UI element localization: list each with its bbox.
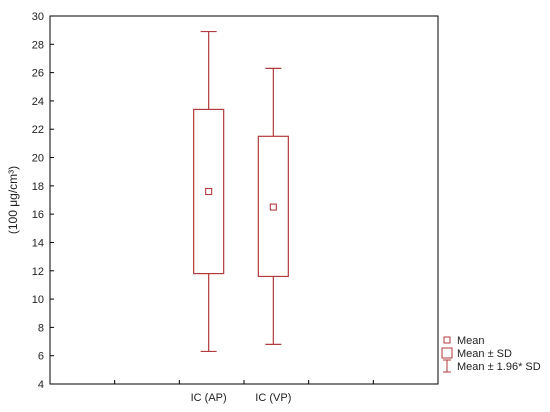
- mean-marker: [269, 203, 277, 211]
- y-tick-label: 6: [38, 351, 44, 363]
- x-tick-label: IC (VP): [255, 392, 291, 404]
- y-tick-label: 8: [38, 322, 44, 334]
- sd-box: [193, 108, 225, 275]
- y-tick-label: 18: [32, 181, 44, 193]
- y-tick-label: 4: [38, 379, 44, 391]
- legend-label: Mean ± 1.96* SD: [457, 361, 541, 373]
- y-axis: 4 6 8 10 12 14 16 18 20 22 24 26 28 30: [32, 11, 54, 391]
- legend-label: Mean: [457, 335, 485, 347]
- y-tick-label: 30: [32, 11, 44, 23]
- legend-box-icon: [441, 347, 453, 359]
- legend-item: Mean ± 1.96* SD: [443, 359, 541, 373]
- x-tick-label: IC (AP): [191, 392, 227, 404]
- legend-label: Mean ± SD: [457, 348, 512, 360]
- y-tick-label: 20: [32, 153, 44, 165]
- x-axis: IC (AP) IC (VP): [114, 380, 374, 404]
- y-tick-label: 24: [32, 96, 44, 108]
- legend-item: Mean ± SD: [441, 347, 512, 360]
- legend-item: Mean: [443, 335, 485, 347]
- plot-frame: [49, 15, 439, 385]
- y-tick-label: 10: [32, 294, 44, 306]
- y-tick-label: 28: [32, 39, 44, 51]
- box-group: [193, 30, 225, 353]
- plot-area: [193, 30, 289, 353]
- y-tick-label: 16: [32, 209, 44, 221]
- y-tick-label: 14: [32, 237, 44, 249]
- y-tick-label: 26: [32, 68, 44, 80]
- mean-marker: [205, 187, 213, 196]
- legend-mean-icon: [443, 336, 451, 344]
- y-tick-label: 22: [32, 124, 44, 136]
- box-group: [257, 67, 289, 345]
- y-tick-label: 12: [32, 266, 44, 278]
- y-axis-label: (100 μg/cm³): [6, 166, 20, 234]
